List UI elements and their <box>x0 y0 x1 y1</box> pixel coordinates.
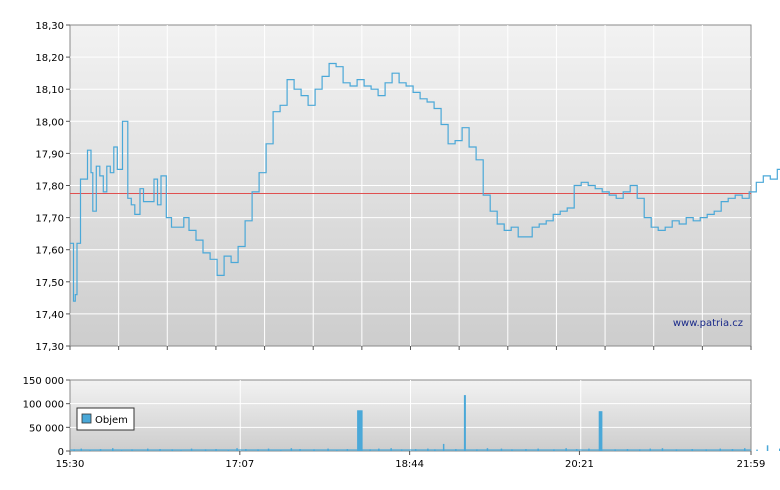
volume-xtick-label: 21:59 <box>737 459 766 470</box>
price-ytick-label: 18,00 <box>35 117 64 128</box>
price-ytick-label: 17,30 <box>35 342 64 353</box>
price-ytick-label: 17,90 <box>35 149 64 160</box>
volume-panel: 0 50 000 100 000 150 000 15:30 17:07 18:44 20:2… <box>23 376 780 470</box>
price-ytick-label: 17,80 <box>35 182 64 193</box>
price-ytick-label: 17,70 <box>35 214 64 225</box>
volume-xtick-label: 15:30 <box>56 459 85 470</box>
price-ytick-label: 18,20 <box>35 53 64 64</box>
volume-bar <box>358 410 361 451</box>
volume-bar <box>463 395 466 451</box>
legend-box <box>76 407 135 431</box>
price-ytick-label: 17,40 <box>35 310 64 321</box>
price-panel: 17,30 17,40 17,50 17,60 17,70 17,80 17,90 18,00… <box>35 21 780 353</box>
legend-swatch <box>81 413 92 424</box>
volume-bar <box>357 410 360 451</box>
volume-ytick-label: 100 000 <box>23 400 64 411</box>
price-ytick-label: 18,30 <box>35 21 64 32</box>
price-ytick-label: 17,60 <box>35 246 64 257</box>
volume-bar <box>442 443 445 451</box>
volume-ytick-label: 50 000 <box>29 423 64 434</box>
volume-bar <box>756 449 758 451</box>
volume-bar <box>598 411 601 451</box>
volume-bar <box>766 445 769 451</box>
price-ytick-label: 17,50 <box>35 278 64 289</box>
volume-bar <box>360 410 363 451</box>
price-ytick-label: 18,10 <box>35 85 64 96</box>
legend-label: Objem <box>95 415 128 426</box>
volume-baseline-bars <box>70 449 751 451</box>
price-series-line <box>70 62 780 302</box>
volume-legend: Objem <box>76 407 135 431</box>
volume-bar <box>600 411 603 451</box>
volume-xtick-label: 20:21 <box>565 459 594 470</box>
volume-ytick-label: 150 000 <box>23 376 64 387</box>
volume-ytick-label: 0 <box>58 447 64 458</box>
volume-xtick-label: 17:07 <box>225 459 254 470</box>
volume-xtick-label: 18:44 <box>395 459 424 470</box>
watermark-text: www.patria.cz <box>673 318 743 329</box>
